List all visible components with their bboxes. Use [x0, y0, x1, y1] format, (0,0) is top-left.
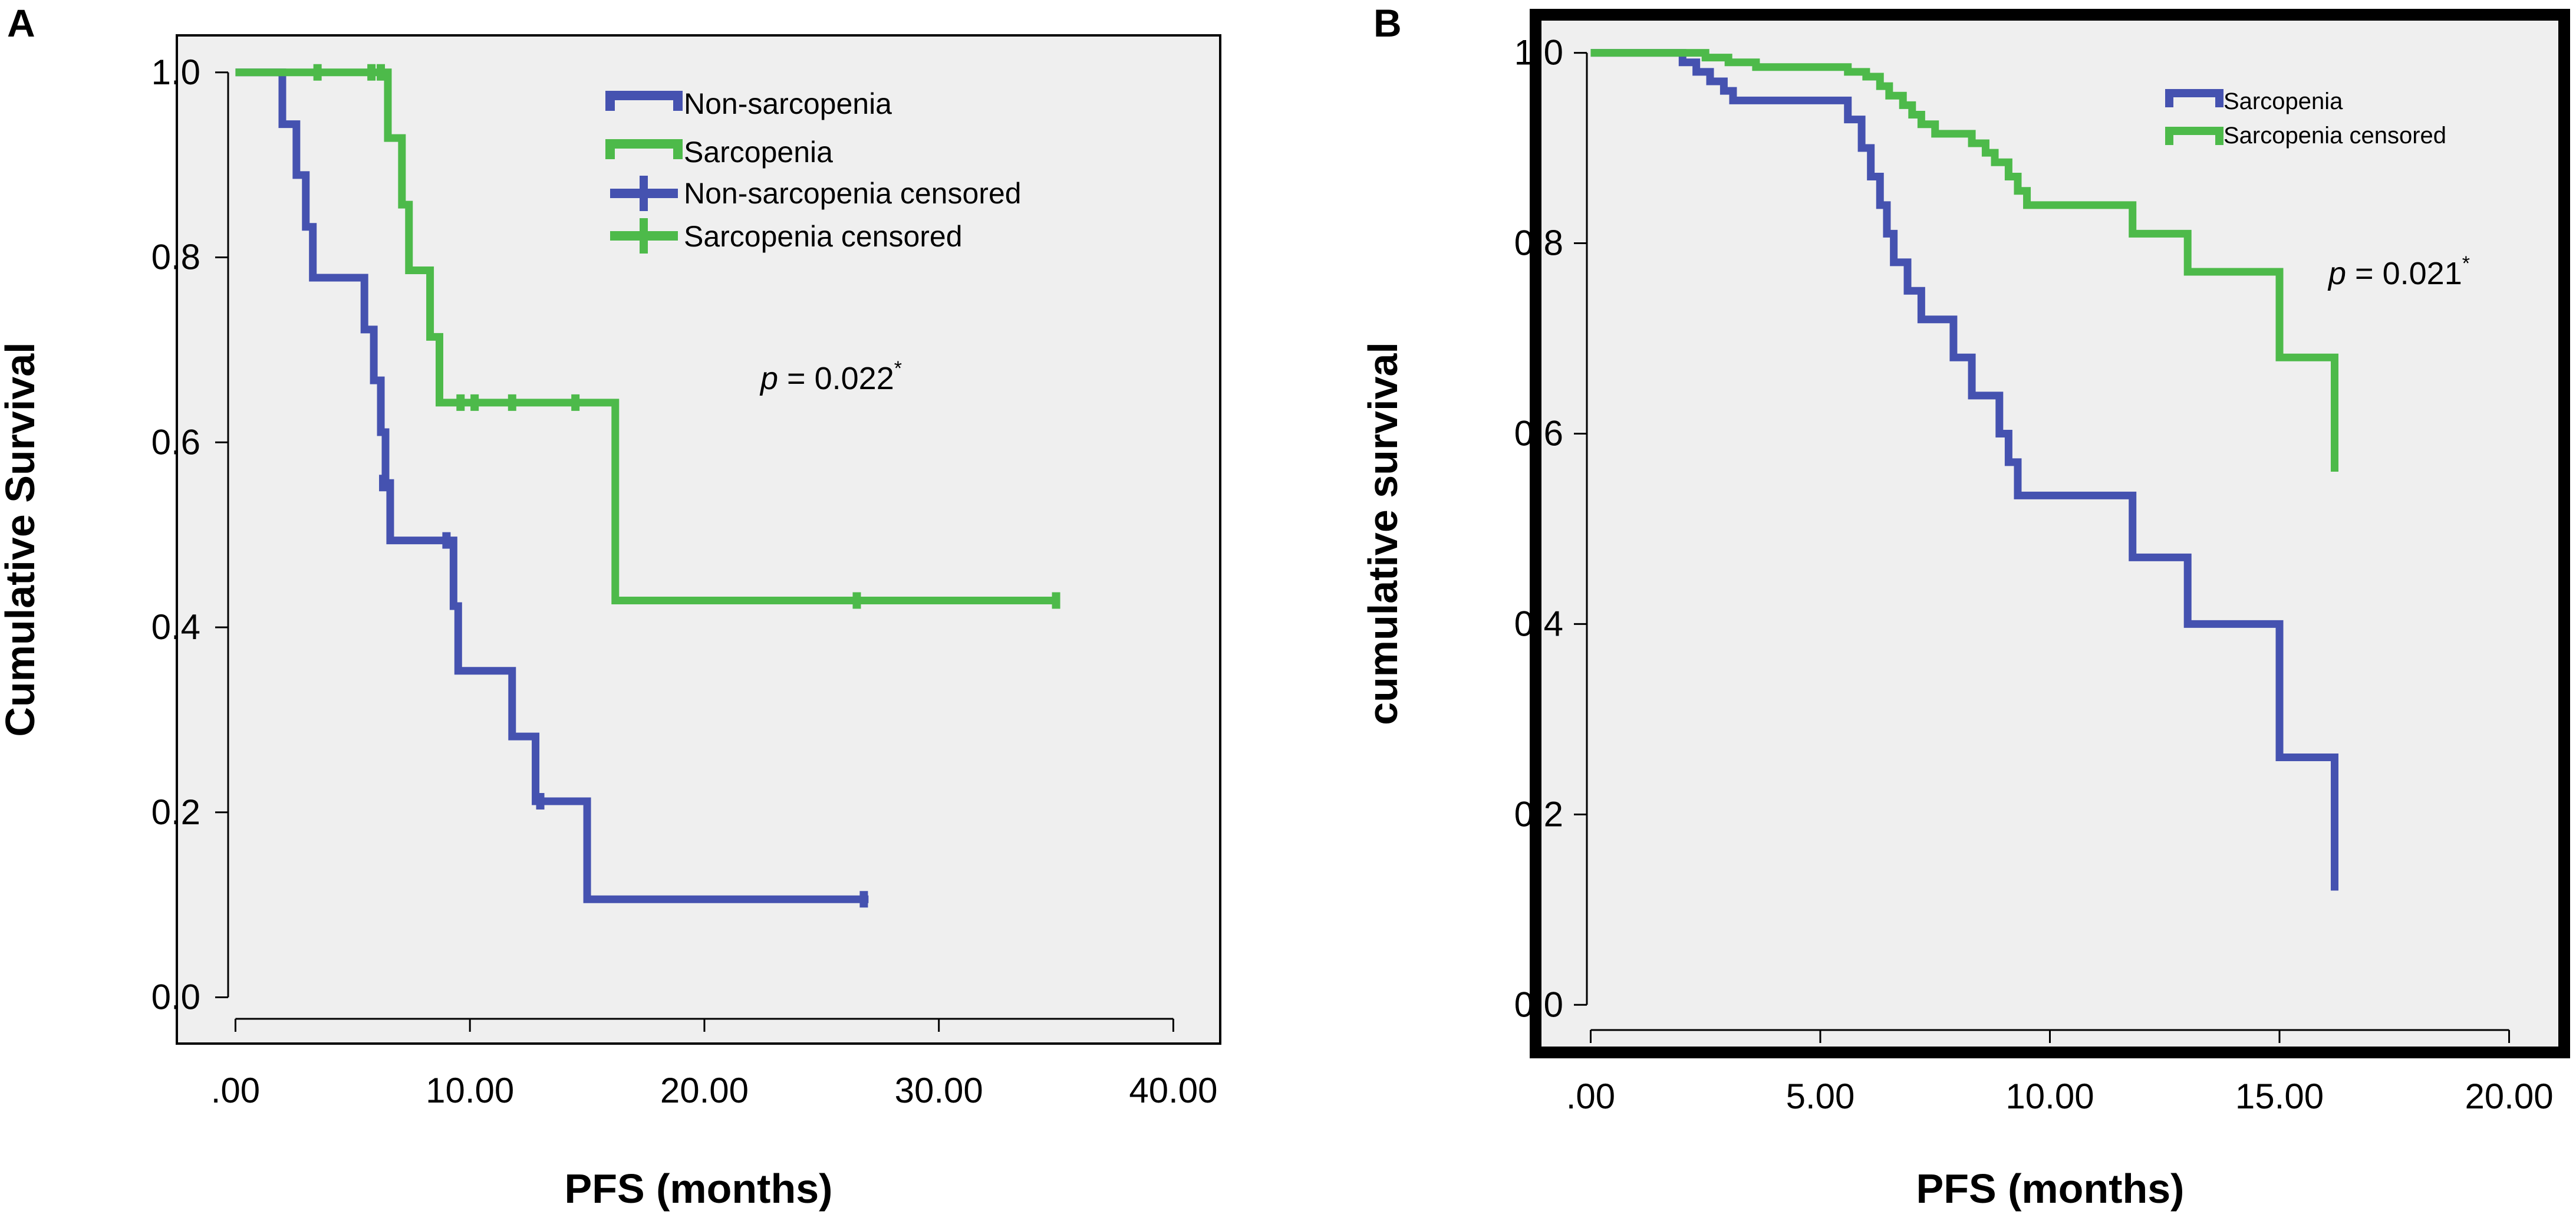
panel-a-x-axis-label: PFS (months)	[565, 1166, 833, 1212]
legend-swatch-non-sarcopenia-censored	[610, 176, 678, 211]
panel-b-p-asterisk: *	[2462, 252, 2470, 275]
panel-b-x-tick-label: 5.00	[1786, 1077, 1855, 1116]
legend-swatch-sarcopenia-b	[2165, 89, 2223, 107]
panel-a-x-tick-label: .00	[211, 1071, 260, 1110]
panel-b-y-tick-label: 0.2	[1514, 794, 1563, 834]
panel-a-x-tick-label: 20.00	[660, 1071, 749, 1110]
panel-a-y-tick-label: 0.2	[151, 792, 200, 832]
panel-a-series-non-sarcopenia	[235, 68, 869, 903]
panel-a-y-axis-label: Cumulative Survival	[0, 342, 43, 736]
panel-a-y-tick-label: 0.4	[151, 607, 200, 647]
panel-a-legend: Non-sarcopenia Sarcopenia Non-sarcopenia…	[605, 87, 1022, 254]
panel-a-p-text: = 0.022	[778, 361, 894, 396]
panel-b-x-tick-label: 10.00	[2005, 1077, 2094, 1116]
panel-b-y-tick-label: 0.8	[1514, 223, 1563, 263]
panel-a-axes: 0.0 0.2 0.4 0.6 0.8 1.0 .00 10.00 20.00 30.00 40.0…	[151, 52, 1218, 1110]
panel-b: 0.0 0.2 0.4 0.6 0.8 1.0 .00 5.00 10.00 15.00 20.00…	[1360, 1, 2570, 1212]
panel-a-p-symbol: p	[759, 361, 778, 396]
legend-label-sarcopenia-b: Sarcopenia	[2223, 88, 2343, 114]
panel-a-p-asterisk: *	[894, 357, 902, 380]
panel-b-series	[1590, 49, 2338, 891]
panel-b-x-tick-label: .00	[1566, 1077, 1615, 1116]
panel-a-y-tick-label: 0.8	[151, 238, 200, 277]
panel-b-series-sarcopenia-censored	[1590, 49, 2338, 472]
panel-b-label: B	[1373, 1, 1402, 45]
panel-b-axes: 0.0 0.2 0.4 0.6 0.8 1.0 .00 5.00 10.00 15.00 20.00	[1514, 33, 2554, 1116]
panel-b-plot-area	[1530, 9, 2570, 1058]
panel-b-x-tick-label: 20.00	[2465, 1077, 2553, 1116]
legend-label-sarcopenia-censored-b: Sarcopenia censored	[2223, 123, 2446, 149]
panel-b-x-tick-label: 15.00	[2235, 1077, 2324, 1116]
legend-swatch-sarcopenia-censored-b	[2165, 127, 2223, 145]
panel-b-p-symbol: p	[2327, 256, 2346, 291]
panel-b-y-tick-label: 0.4	[1514, 604, 1563, 643]
panel-b-p-text: = 0.021	[2346, 256, 2462, 291]
panel-b-legend: Sarcopenia Sarcopenia censored	[2165, 88, 2446, 149]
panel-b-y-axis-label: cumulative survival	[1360, 342, 1406, 725]
legend-swatch-sarcopenia-censored	[610, 218, 678, 254]
panel-b-x-axis-label: PFS (months)	[1916, 1166, 2185, 1212]
panel-a-y-tick-label: 1.0	[151, 52, 200, 92]
panel-b-series-sarcopenia	[1590, 49, 2338, 891]
panel-a-series-sarcopenia	[235, 68, 1056, 605]
panel-b-y-tick-label: 0.0	[1514, 985, 1563, 1024]
panel-b-p-value: p = 0.021*	[2327, 252, 2470, 291]
panel-a-x-tick-label: 40.00	[1129, 1071, 1217, 1110]
legend-label-non-sarcopenia-censored: Non-sarcopenia censored	[684, 177, 1022, 210]
legend-swatch-sarcopenia	[605, 139, 683, 159]
legend-swatch-non-sarcopenia	[605, 91, 683, 111]
panel-b-y-tick-label: 0.6	[1514, 413, 1563, 453]
legend-label-non-sarcopenia: Non-sarcopenia	[684, 87, 892, 120]
panel-a-label: A	[7, 1, 35, 45]
panel-a-y-tick-label: 0.0	[151, 978, 200, 1017]
panel-a-plot-area	[176, 34, 1221, 1045]
panel-a: 0.0 0.2 0.4 0.6 0.8 1.0 .00 10.00 20.00 30.00 40.0…	[0, 1, 1221, 1212]
panel-a-y-tick-label: 0.6	[151, 422, 200, 462]
legend-label-sarcopenia: Sarcopenia	[684, 136, 833, 169]
panel-a-p-value: p = 0.022*	[759, 357, 902, 396]
legend-label-sarcopenia-censored: Sarcopenia censored	[684, 220, 963, 253]
panel-a-x-tick-label: 10.00	[426, 1071, 514, 1110]
panel-a-x-tick-label: 30.00	[895, 1071, 983, 1110]
panel-a-series	[235, 64, 1060, 908]
panel-b-y-tick-label: 1.0	[1514, 33, 1563, 73]
